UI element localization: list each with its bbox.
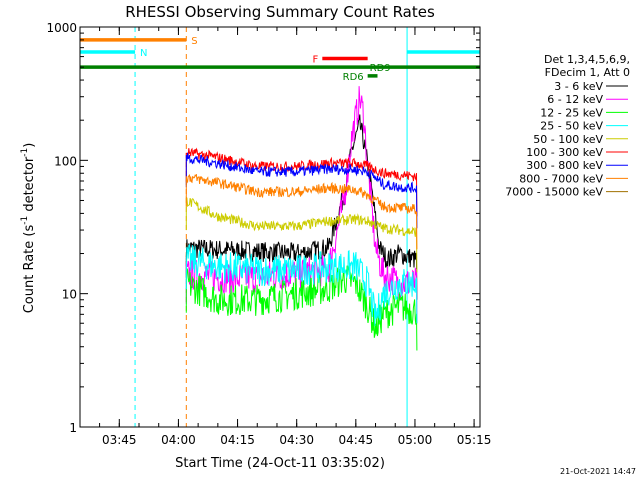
plot-frame — [79, 26, 481, 428]
y-axis-label-main: Count Rate (s — [22, 225, 37, 314]
y-axis-label-exponent: -1 — [20, 216, 30, 225]
y-axis-label-close: ) — [22, 143, 37, 148]
series-line-6 — [185, 147, 418, 217]
legend-label-9: 7000 - 15000 keV — [505, 186, 603, 199]
flag-label-2: N — [140, 48, 147, 59]
x-tick-label: 05:15 — [457, 433, 492, 447]
y-tick-label: 1 — [69, 421, 77, 435]
y-axis-label-detector: detector — [22, 156, 37, 216]
y-tick-label: 1000 — [46, 21, 77, 35]
flag-label-6: RD6 — [343, 72, 364, 83]
x-tick-label: 04:00 — [161, 433, 196, 447]
chart-title: RHESSI Observing Summary Count Rates — [125, 3, 435, 21]
y-axis-label: Count Rate (s-1 detector-1) — [20, 143, 37, 314]
legend: Det 1,3,4,5,6,9, FDecim 1, Att 0 3 - 6 k… — [505, 53, 630, 199]
legend-label-3: 12 - 25 keV — [540, 106, 603, 119]
y-tick-label: 100 — [54, 154, 77, 168]
plot-area: S N F RD9 RD6 — [79, 27, 481, 427]
series-line-8 — [185, 173, 418, 250]
series-line-4 — [185, 243, 418, 327]
legend-label-8: 800 - 7000 keV — [519, 172, 603, 185]
series-line-7 — [185, 152, 418, 229]
legend-header-1: Det 1,3,4,5,6,9, — [544, 53, 630, 66]
x-tick-label: 05:00 — [398, 433, 433, 447]
y-tick-label: 10 — [62, 288, 77, 302]
y-axis-label-exponent-2: -1 — [20, 148, 30, 157]
x-tick-label: 04:15 — [220, 433, 255, 447]
legend-label-4: 25 - 50 keV — [540, 120, 603, 133]
series-line-5 — [185, 196, 418, 273]
x-tick-label: 03:45 — [102, 433, 137, 447]
legend-header-2: FDecim 1, Att 0 — [545, 66, 630, 79]
x-tick-label: 04:45 — [339, 433, 374, 447]
series-line-1 — [185, 114, 418, 300]
axes: 1 10 100 1000 03:45 04:00 04:15 04:30 04:45 05:00… — [46, 21, 491, 447]
legend-label-6: 100 - 300 keV — [526, 146, 603, 159]
x-tick-label: 04:30 — [279, 433, 314, 447]
legend-label-5: 50 - 100 keV — [533, 133, 603, 146]
flag-label-4: F — [313, 55, 319, 66]
flag-label-1: S — [191, 36, 197, 47]
legend-label-1: 3 - 6 keV — [554, 80, 603, 93]
legend-label-2: 6 - 12 keV — [547, 93, 603, 106]
legend-label-7: 300 - 800 keV — [526, 159, 603, 172]
footer-timestamp: 21-Oct-2021 14:47 — [560, 467, 636, 476]
x-axis-label: Start Time (24-Oct-11 03:35:02) — [175, 456, 385, 471]
flag-label-5: RD9 — [370, 63, 391, 74]
